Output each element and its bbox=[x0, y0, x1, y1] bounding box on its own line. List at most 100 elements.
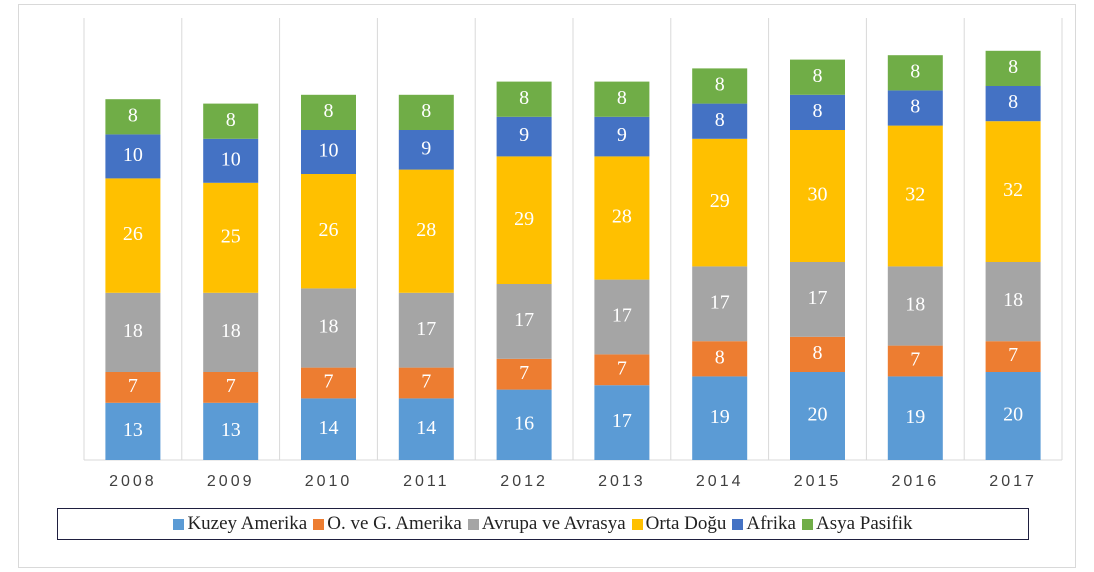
bar-segment bbox=[398, 398, 454, 460]
bar-segment bbox=[692, 341, 748, 377]
data-label: 8 bbox=[324, 100, 334, 122]
bar-segment bbox=[594, 279, 650, 355]
data-label: 8 bbox=[813, 342, 823, 364]
bar-segment bbox=[105, 402, 161, 460]
bar-segment bbox=[301, 398, 356, 460]
bar-segment bbox=[985, 262, 1041, 342]
data-label: 8 bbox=[813, 100, 823, 122]
data-label: 18 bbox=[319, 316, 339, 338]
data-label: 8 bbox=[617, 87, 627, 109]
data-label: 26 bbox=[123, 223, 143, 245]
data-label: 25 bbox=[221, 225, 241, 247]
legend-item: Afrika bbox=[732, 513, 796, 535]
data-label: 8 bbox=[1008, 91, 1018, 113]
data-label: 7 bbox=[421, 371, 431, 393]
data-label: 17 bbox=[612, 305, 632, 327]
bar-segment bbox=[594, 156, 650, 280]
x-tick-label: 2014 bbox=[696, 473, 744, 490]
legend-item: Orta Doğu bbox=[631, 513, 726, 535]
data-label: 10 bbox=[221, 148, 241, 170]
data-label: 17 bbox=[514, 309, 534, 331]
data-label: 20 bbox=[1003, 404, 1023, 426]
data-label: 8 bbox=[128, 104, 138, 126]
data-label: 17 bbox=[612, 410, 632, 432]
data-label: 30 bbox=[808, 184, 828, 206]
data-label: 7 bbox=[128, 375, 138, 397]
data-label: 7 bbox=[519, 362, 529, 384]
bar-segment bbox=[398, 292, 454, 368]
bar-segment bbox=[496, 81, 552, 117]
data-label: 29 bbox=[710, 190, 730, 212]
data-label: 7 bbox=[226, 375, 236, 397]
legend-item: Kuzey Amerika bbox=[173, 513, 307, 535]
bar-segment bbox=[594, 116, 650, 157]
data-label: 8 bbox=[813, 65, 823, 87]
bar-segment bbox=[594, 81, 650, 117]
legend-item: Avrupa ve Avrasya bbox=[467, 513, 626, 535]
bar-segment bbox=[203, 292, 259, 372]
bar-segment bbox=[887, 55, 943, 91]
data-label: 8 bbox=[715, 346, 725, 368]
bar-segment bbox=[985, 86, 1041, 122]
data-label: 20 bbox=[808, 404, 828, 426]
data-label: 9 bbox=[617, 124, 627, 146]
x-tick-label: 2016 bbox=[892, 473, 940, 490]
bar-segment bbox=[594, 354, 650, 386]
legend-swatch bbox=[732, 518, 744, 530]
bar-segment bbox=[790, 130, 845, 262]
bar-segment bbox=[887, 345, 943, 377]
bar-segment bbox=[692, 68, 748, 104]
bar-segment bbox=[692, 376, 748, 460]
bar-segment bbox=[790, 59, 845, 95]
data-label: 26 bbox=[319, 219, 339, 241]
bar-segment bbox=[301, 288, 356, 368]
data-label: 17 bbox=[416, 318, 436, 340]
x-tick-label: 2012 bbox=[500, 473, 548, 490]
bar-segment bbox=[887, 90, 943, 126]
data-label: 7 bbox=[617, 357, 627, 379]
bar-segment bbox=[594, 385, 650, 460]
bar-segment bbox=[301, 94, 356, 130]
data-label: 8 bbox=[910, 60, 920, 82]
bar-segment bbox=[496, 389, 552, 460]
legend-label: O. ve G. Amerika bbox=[327, 513, 462, 534]
x-tick-label: 2015 bbox=[794, 473, 842, 490]
data-label: 29 bbox=[514, 208, 534, 230]
data-label: 14 bbox=[416, 417, 436, 439]
legend-item: Asya Pasifik bbox=[801, 513, 913, 535]
data-label: 8 bbox=[910, 96, 920, 118]
x-tick-label: 2017 bbox=[989, 473, 1037, 490]
legend-label: Kuzey Amerika bbox=[187, 513, 308, 534]
bar-segment bbox=[301, 174, 356, 289]
data-label: 8 bbox=[1008, 56, 1018, 78]
legend-label: Asya Pasifik bbox=[815, 513, 913, 534]
bar-segment bbox=[398, 130, 454, 170]
bar-segment bbox=[985, 341, 1041, 372]
x-tick-label: 2011 bbox=[403, 473, 449, 490]
legend: Kuzey Amerika O. ve G. Amerika Avrupa ve A… bbox=[57, 508, 1029, 540]
legend-swatch bbox=[631, 518, 643, 530]
bar-segment bbox=[301, 130, 356, 174]
data-label: 7 bbox=[324, 371, 334, 393]
bar-segment bbox=[203, 372, 259, 403]
data-label: 9 bbox=[421, 137, 431, 159]
legend-label: Afrika bbox=[746, 513, 796, 534]
bar-segment bbox=[790, 262, 845, 337]
bar-segment bbox=[887, 376, 943, 460]
bar-segment bbox=[985, 372, 1041, 460]
data-label: 8 bbox=[421, 100, 431, 122]
bar-segment bbox=[301, 367, 356, 399]
bar-segment bbox=[398, 367, 454, 399]
data-label: 14 bbox=[319, 417, 339, 439]
bar-segment bbox=[203, 138, 259, 183]
legend-swatch bbox=[801, 518, 813, 530]
data-label: 9 bbox=[519, 124, 529, 146]
bar-segment bbox=[105, 372, 161, 403]
data-label: 10 bbox=[123, 144, 143, 166]
x-tick-label: 2013 bbox=[598, 473, 646, 490]
data-label: 8 bbox=[715, 74, 725, 96]
bar-segment bbox=[203, 182, 259, 293]
legend-swatch bbox=[313, 518, 325, 530]
bar-segment bbox=[985, 121, 1041, 262]
